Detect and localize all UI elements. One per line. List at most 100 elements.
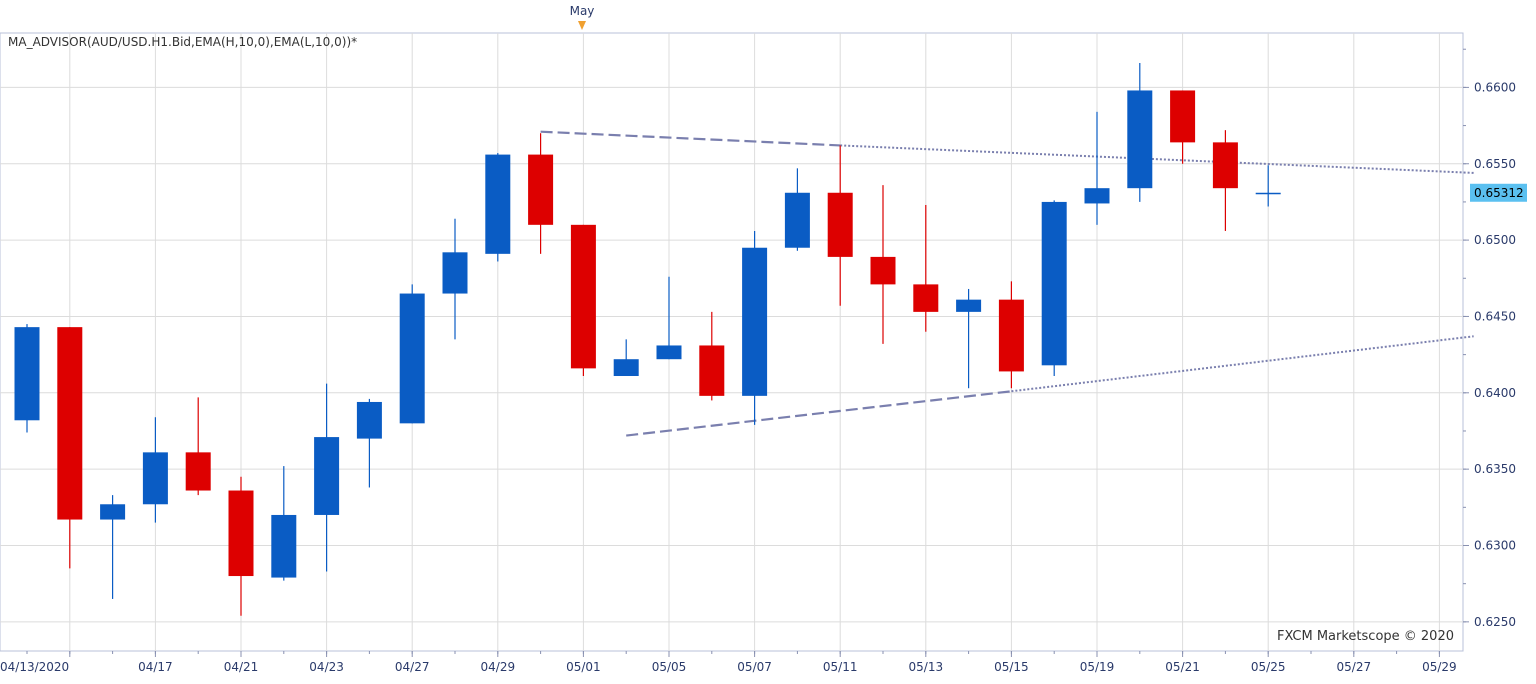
- y-tick-label: 0.6550: [1474, 157, 1516, 171]
- x-tick-label: 04/17: [138, 660, 173, 674]
- candle-body: [185, 452, 211, 491]
- candle: [656, 276, 682, 360]
- candle: [699, 311, 725, 401]
- y-tick-label: 0.6300: [1474, 539, 1516, 553]
- x-axis: 04/13/2020 04/17 04/21 04/23 04/27 04/29 05/01…: [0, 651, 1457, 674]
- x-tick-label: 05/07: [737, 660, 772, 674]
- candle: [528, 133, 554, 254]
- candle: [742, 230, 768, 425]
- candle: [613, 339, 639, 377]
- candle: [185, 397, 211, 496]
- last-price-background: [1470, 183, 1527, 202]
- x-tick-label: 04/21: [224, 660, 259, 674]
- candle: [913, 204, 939, 332]
- trend-lines: [540, 130, 1474, 437]
- candle-body: [870, 256, 896, 285]
- candle-body: [998, 299, 1024, 372]
- candle: [485, 153, 511, 262]
- candle-body: [656, 345, 682, 360]
- candle-body: [956, 299, 982, 312]
- candles: [14, 62, 1281, 616]
- candle-body: [356, 401, 382, 439]
- candle-body: [1212, 142, 1238, 189]
- candle: [1170, 90, 1196, 164]
- candle: [356, 398, 382, 488]
- chart-title: MA_ADVISOR(AUD/USD.H1.Bid,EMA(H,10,0),EM…: [8, 35, 357, 49]
- x-tick-label: 04/27: [395, 660, 430, 674]
- candle-body: [1041, 201, 1067, 366]
- y-tick-label: 0.6350: [1474, 462, 1516, 476]
- candle-body: [442, 252, 468, 294]
- candle-body: [100, 504, 126, 520]
- candle-body: [1127, 90, 1153, 189]
- x-tick-label: 05/25: [1251, 660, 1286, 674]
- candle-body: [528, 154, 554, 225]
- y-tick-label: 0.6250: [1474, 615, 1516, 629]
- x-tick-label: 04/13/2020: [0, 660, 69, 674]
- candle-body: [1170, 90, 1196, 143]
- last-price-value: 0.6531: [1474, 186, 1516, 200]
- x-tick-label: 05/29: [1422, 660, 1457, 674]
- y-tick-label: 0.6500: [1474, 233, 1516, 247]
- last-price-pipette: 2: [1516, 186, 1524, 200]
- month-marker-arrow-icon: [578, 21, 586, 30]
- candle: [827, 145, 853, 306]
- candle: [570, 224, 596, 377]
- candle: [271, 466, 297, 581]
- y-tick-label: 0.6400: [1474, 386, 1516, 400]
- candle-body: [1255, 192, 1281, 195]
- candle: [956, 288, 982, 389]
- last-price-badge: 0.65312: [1470, 183, 1527, 202]
- candle-body: [742, 247, 768, 396]
- last-price-label: 0.65312: [1474, 186, 1524, 200]
- x-tick-label: 05/13: [909, 660, 944, 674]
- candle: [142, 417, 168, 523]
- trend-line-lower-dotted: [1011, 335, 1474, 393]
- candle-body: [228, 490, 254, 577]
- x-tick-label: 04/23: [309, 660, 344, 674]
- candle: [998, 281, 1024, 389]
- candle-body: [14, 327, 40, 421]
- x-tick-label: 05/01: [566, 660, 601, 674]
- candle: [442, 218, 468, 340]
- candle: [1255, 165, 1281, 207]
- watermark: FXCM Marketscope © 2020: [1277, 629, 1454, 644]
- y-tick-label: 0.6600: [1474, 80, 1516, 94]
- trend-line-upper-dashed: [540, 130, 841, 147]
- y-tick-label: 0.6450: [1474, 309, 1516, 323]
- candle: [1084, 111, 1110, 225]
- candle: [100, 495, 126, 599]
- candle: [1041, 200, 1067, 377]
- trend-line-lower-dashed: [626, 390, 1012, 437]
- x-tick-label: 05/27: [1337, 660, 1372, 674]
- candle-body: [699, 345, 725, 396]
- candle-body: [570, 224, 596, 369]
- x-tick-label: 05/05: [652, 660, 687, 674]
- month-marker: May: [570, 4, 595, 30]
- candle: [314, 383, 340, 572]
- candle-body: [142, 452, 168, 505]
- candle-body: [1084, 188, 1110, 204]
- x-tick-label: 05/19: [1080, 660, 1115, 674]
- candle: [1212, 130, 1238, 231]
- candle-body: [784, 192, 810, 248]
- candle-body: [613, 359, 639, 377]
- candle-body: [485, 154, 511, 254]
- month-marker-label: May: [570, 4, 595, 18]
- candle-body: [271, 514, 297, 578]
- candle: [870, 185, 896, 344]
- plot-area: [0, 32, 1464, 652]
- candle-body: [827, 192, 853, 257]
- candle-body: [314, 437, 340, 515]
- candle-body: [399, 293, 425, 424]
- candle: [57, 327, 83, 569]
- x-tick-label: 05/21: [1165, 660, 1200, 674]
- trend-line-upper-dotted: [840, 144, 1474, 174]
- x-tick-label: 05/11: [823, 660, 858, 674]
- y-axis: 0.6250 0.6300 0.6350 0.6400 0.6450 0.6500 0.65…: [1463, 48, 1516, 629]
- candle-body: [913, 284, 939, 312]
- candle: [399, 284, 425, 424]
- x-tick-label: 04/29: [481, 660, 516, 674]
- x-tick-label: 05/15: [994, 660, 1029, 674]
